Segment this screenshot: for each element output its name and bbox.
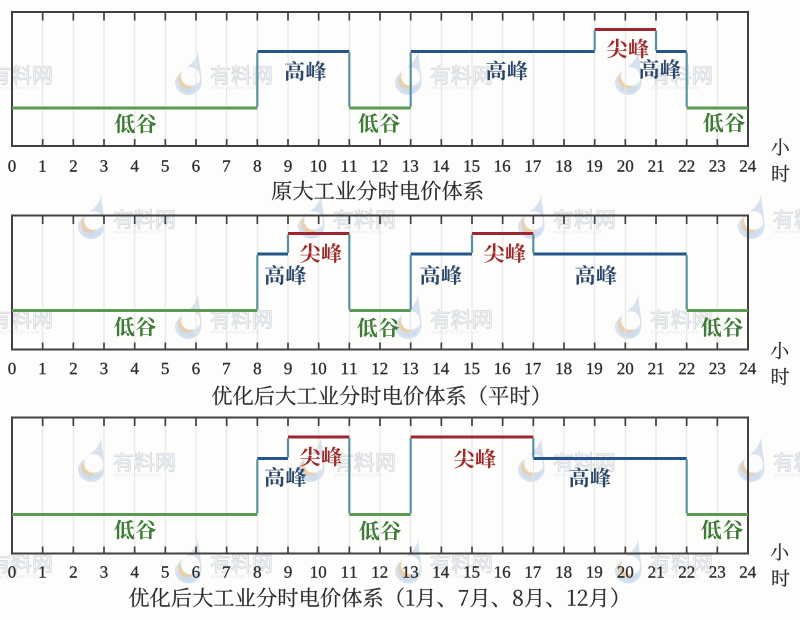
svg-text:www.youliao.com: www.youliao.com: [773, 230, 800, 236]
svg-text:www.youliao.com: www.youliao.com: [553, 473, 603, 479]
svg-text:www.youliao.com: www.youliao.com: [773, 473, 800, 479]
svg-text:www.youliao.com: www.youliao.com: [113, 473, 163, 479]
svg-text:www.youliao.com: www.youliao.com: [430, 574, 480, 580]
svg-text:www.youliao.com: www.youliao.com: [210, 86, 260, 92]
svg-text:www.youliao.com: www.youliao.com: [553, 230, 603, 236]
svg-text:www.youliao.com: www.youliao.com: [210, 330, 260, 336]
svg-text:www.youliao.com: www.youliao.com: [430, 330, 480, 336]
svg-text:www.youliao.com: www.youliao.com: [0, 330, 40, 336]
svg-text:www.youliao.com: www.youliao.com: [650, 330, 700, 336]
svg-text:www.youliao.com: www.youliao.com: [650, 574, 700, 580]
svg-text:www.youliao.com: www.youliao.com: [0, 86, 40, 92]
svg-text:www.youliao.com: www.youliao.com: [430, 86, 480, 92]
svg-text:www.youliao.com: www.youliao.com: [333, 230, 383, 236]
svg-text:www.youliao.com: www.youliao.com: [650, 86, 700, 92]
svg-text:www.youliao.com: www.youliao.com: [333, 473, 383, 479]
svg-text:www.youliao.com: www.youliao.com: [113, 230, 163, 236]
svg-text:www.youliao.com: www.youliao.com: [0, 574, 40, 580]
svg-text:www.youliao.com: www.youliao.com: [210, 574, 260, 580]
